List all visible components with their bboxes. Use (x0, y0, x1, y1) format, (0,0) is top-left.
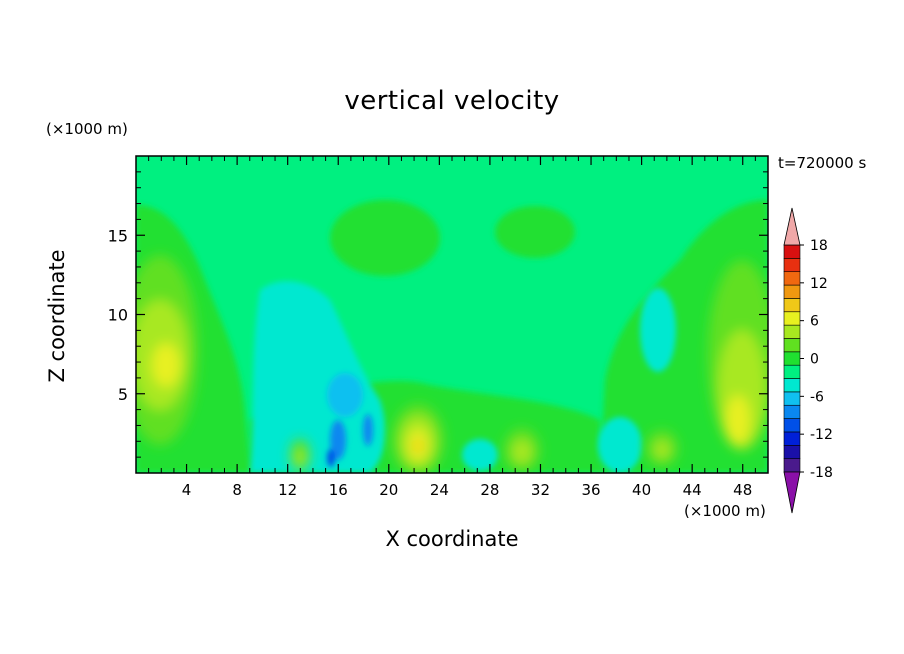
colorbar-bin (783, 244, 801, 259)
chart-title: vertical velocity (344, 86, 560, 116)
x-tick-label: 20 (379, 481, 398, 499)
colorbar-bin (783, 364, 801, 379)
time-label: t=720000 s (778, 154, 867, 172)
colorbar-bin (783, 311, 801, 326)
colorbar-tick-label: -6 (810, 389, 824, 405)
colorbar-bin (783, 271, 801, 286)
colorbar-bin (783, 431, 801, 446)
x-axis-label: X coordinate (385, 527, 519, 551)
colorbar-bin (783, 258, 801, 273)
colorbar-min-arrow (783, 471, 801, 514)
colorbar-tick-label: -12 (810, 427, 833, 443)
x-tick-label: 48 (733, 481, 752, 499)
z-axis-unit: (×1000 m) (46, 120, 128, 138)
x-tick-label: 16 (329, 481, 348, 499)
y-axis: 5 10 15 (108, 171, 768, 458)
colorbar-bin (783, 351, 801, 366)
x-tick-label: 36 (581, 481, 600, 499)
colorbar-bin (783, 444, 801, 459)
weak-downdraft-regions (250, 281, 676, 473)
colorbar-tick-label: 18 (810, 238, 828, 254)
x-tick-label: 24 (430, 481, 449, 499)
colorbar-bin (783, 324, 801, 339)
x-tick-label: 44 (683, 481, 702, 499)
x-tick-label: 12 (278, 481, 297, 499)
colorbar-tick-label: 6 (810, 314, 819, 330)
colorbar: 18 12 6 0 -6 -12 -18 (783, 207, 833, 514)
x-axis-unit: (×1000 m) (684, 502, 766, 520)
colorbar-bin (783, 418, 801, 433)
y-tick-label: 10 (108, 306, 128, 325)
colorbar-bin (783, 284, 801, 299)
colorbar-tick-label: -18 (810, 465, 833, 481)
colorbar-tick-label: 0 (810, 352, 819, 368)
x-tick-label: 4 (182, 481, 192, 499)
colorbar-bin (783, 391, 801, 406)
colorbar-tick-label: 12 (810, 276, 828, 292)
contour-field (136, 156, 768, 473)
downdraft-cores (327, 373, 373, 467)
colorbar-bin (783, 338, 801, 353)
colorbar-bin (783, 458, 801, 473)
y-axis-label: Z coordinate (45, 249, 69, 383)
colorbar-max-arrow (783, 207, 801, 246)
y-tick-label: 15 (108, 226, 128, 245)
y-tick-label: 5 (118, 385, 128, 404)
colorbar-bin (783, 378, 801, 393)
x-tick-label: 32 (531, 481, 550, 499)
colorbar-bin (783, 298, 801, 313)
x-axis: 4 8 12 16 20 24 28 32 36 40 44 48 (148, 156, 756, 499)
x-tick-label: 28 (480, 481, 499, 499)
updraft-cores (136, 255, 768, 473)
x-tick-label: 40 (632, 481, 651, 499)
x-tick-label: 8 (232, 481, 242, 499)
colorbar-bin (783, 404, 801, 419)
